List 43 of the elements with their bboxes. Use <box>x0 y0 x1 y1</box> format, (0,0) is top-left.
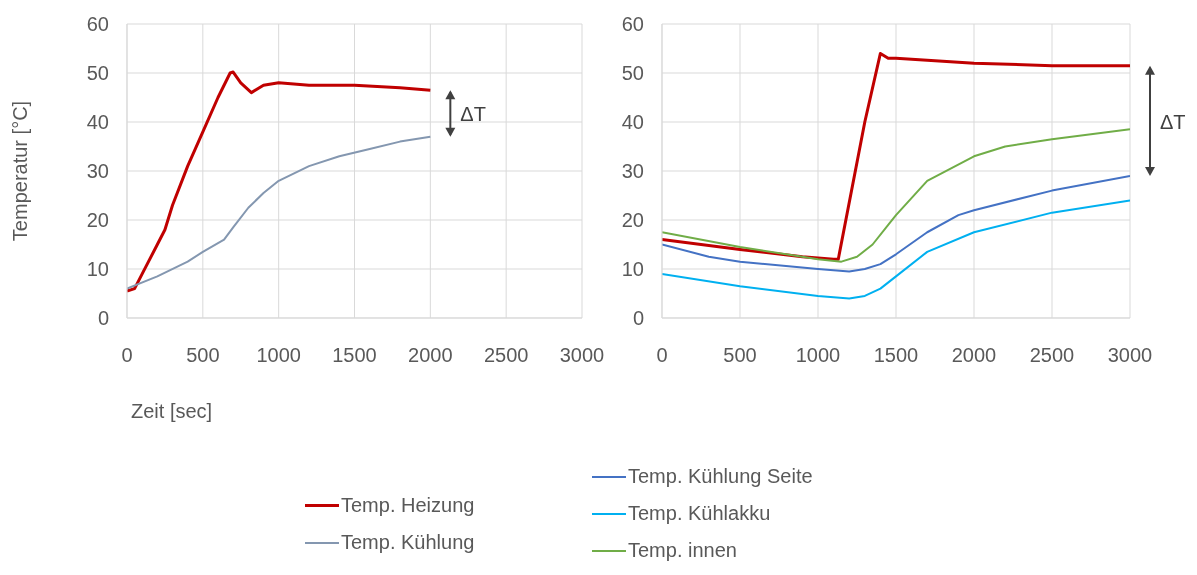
line-series <box>662 51 1130 261</box>
legend-label: Temp. innen <box>628 539 737 562</box>
legend-label: Temp. Kühlakku <box>628 502 771 525</box>
y-tick-label: 60 <box>86 13 109 36</box>
x-tick-label: 500 <box>186 344 220 367</box>
x-tick-label: 1000 <box>795 344 841 367</box>
x-tick-label: 2000 <box>408 344 453 367</box>
x-tick-label: 0 <box>656 344 668 367</box>
y-tick-label: 40 <box>621 111 644 134</box>
legend-label: Temp. Kühlung Seite <box>628 465 813 488</box>
x-tick-label: 2000 <box>951 344 997 367</box>
legend-label: Temp. Kühlung <box>341 531 475 554</box>
x-tick-label: 3000 <box>559 344 605 367</box>
y-tick-label: 60 <box>621 13 644 36</box>
y-axis-title: Temperatur [°C] <box>9 100 32 242</box>
text: ΔT <box>1160 110 1186 133</box>
y-tick-label: 40 <box>86 111 109 134</box>
line-series <box>127 135 432 290</box>
y-tick-label: 30 <box>621 160 644 183</box>
line-series <box>662 174 1130 273</box>
x-axis-title: Zeit [sec] <box>131 400 213 422</box>
annotation: ΔT <box>460 103 486 126</box>
y-tick-label: 10 <box>86 258 109 281</box>
x-tick-label: 1000 <box>256 344 301 367</box>
x-tick-label: 1500 <box>332 344 377 367</box>
legend-label: Temp. Heizung <box>341 494 475 517</box>
y-tick-label: 10 <box>621 258 644 281</box>
x-tick-label: 3000 <box>1107 344 1153 367</box>
y-tick-label: 0 <box>97 307 109 330</box>
x-tick-label: 2500 <box>483 344 529 367</box>
y-tick-label: 20 <box>86 209 109 232</box>
y-tick-label: 20 <box>621 209 644 232</box>
x-tick-label: 1500 <box>873 344 919 367</box>
y-tick-label: 0 <box>632 307 644 330</box>
line-series <box>662 199 1130 300</box>
line-series <box>127 70 432 293</box>
x-tick-label: 0 <box>121 344 133 367</box>
line-series <box>662 128 1130 263</box>
y-tick-label: 30 <box>86 160 109 183</box>
x-tick-label: 2500 <box>1029 344 1075 367</box>
y-tick-label: 50 <box>621 62 644 85</box>
y-tick-label: 50 <box>86 62 109 85</box>
x-tick-label: 500 <box>723 344 757 367</box>
